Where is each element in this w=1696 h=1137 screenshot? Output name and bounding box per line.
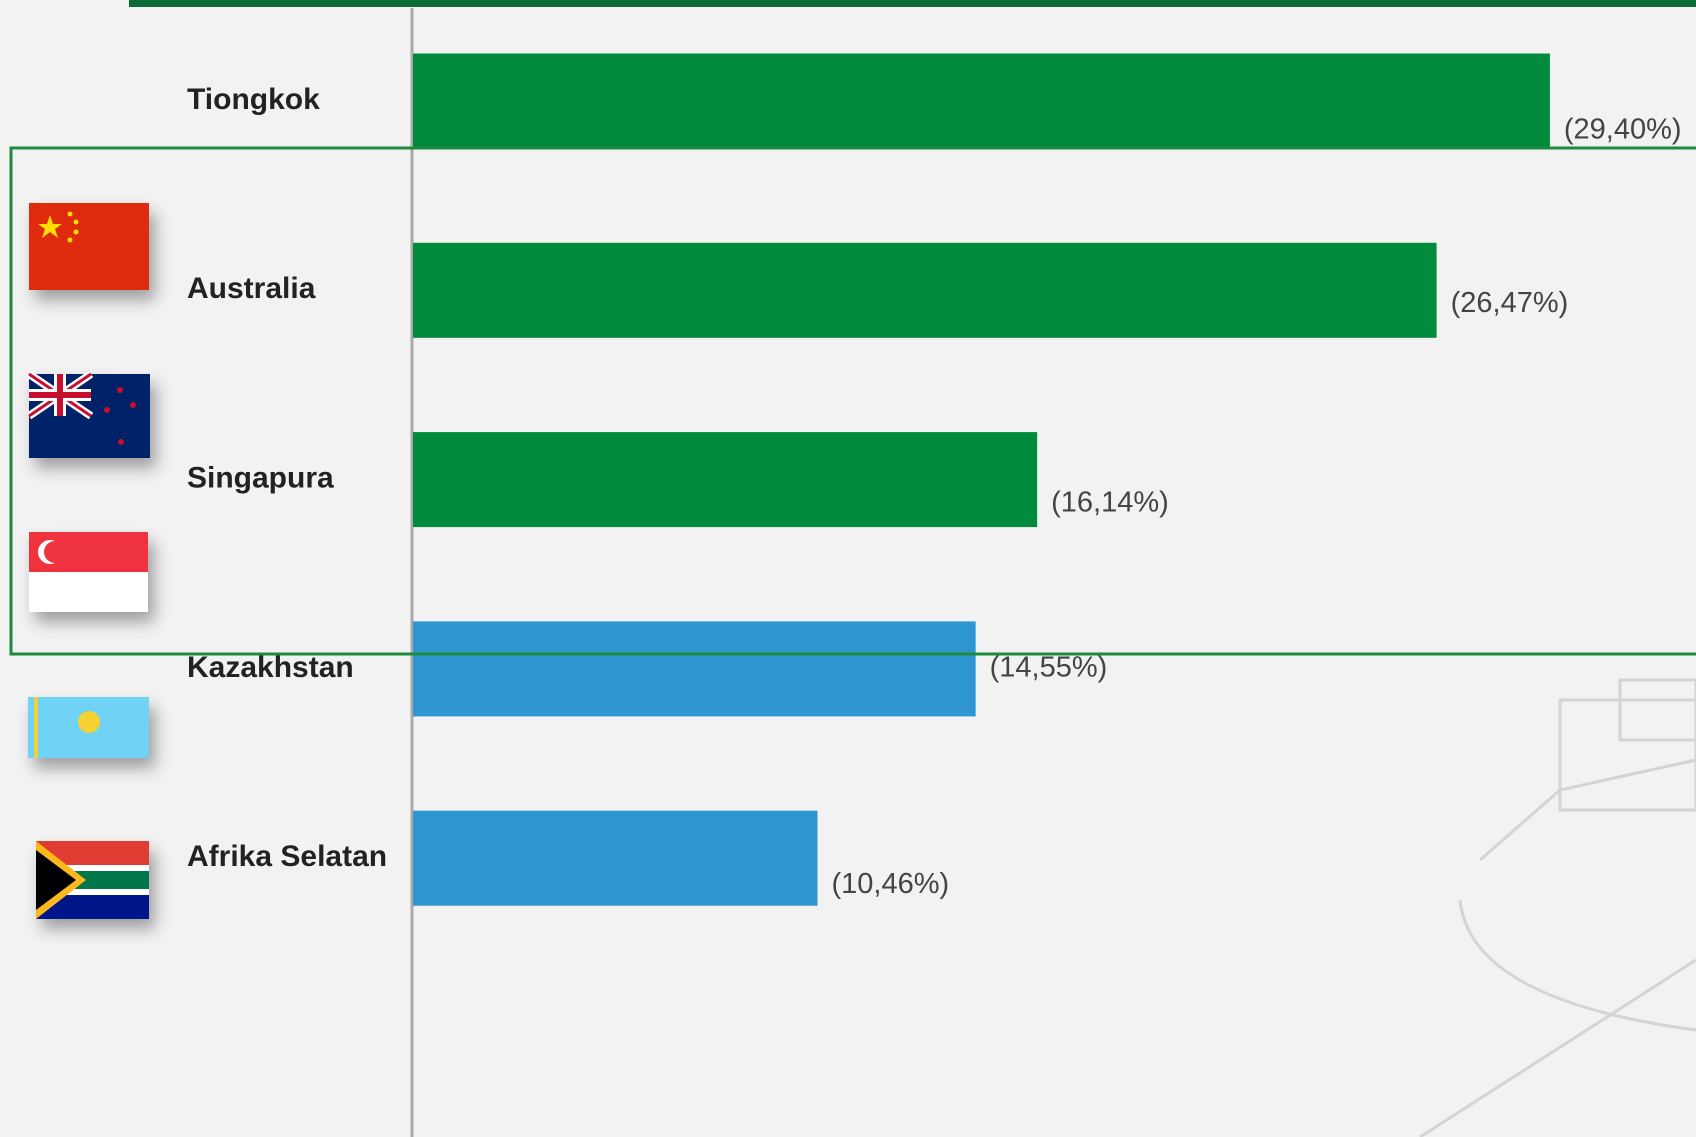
ship-illustration bbox=[1419, 678, 1696, 1137]
flag-new-zealand bbox=[26, 370, 150, 458]
highlight-box bbox=[9, 146, 1696, 656]
category-label: Kazakhstan bbox=[187, 651, 354, 684]
bar bbox=[413, 53, 1550, 149]
value-label: (16,14%) bbox=[1051, 486, 1169, 518]
category-label: Singapura bbox=[187, 462, 334, 495]
value-label: (29,40%) bbox=[1564, 114, 1682, 146]
bar bbox=[413, 242, 1437, 338]
value-label: (14,55%) bbox=[990, 652, 1108, 684]
category-label: Australia bbox=[187, 272, 316, 305]
bar bbox=[413, 432, 1038, 528]
flags bbox=[26, 203, 150, 919]
flag-china bbox=[29, 203, 149, 290]
flag-singapore bbox=[29, 532, 148, 612]
flag-kazakhstan bbox=[28, 697, 149, 758]
value-label: (10,46%) bbox=[831, 868, 949, 900]
bar bbox=[413, 810, 818, 906]
value-label: (26,47%) bbox=[1451, 287, 1569, 319]
flag-south-africa bbox=[36, 841, 149, 919]
top-bar bbox=[129, 0, 1696, 7]
category-label: Tiongkok bbox=[187, 83, 320, 116]
bars: Tiongkok (29,40%) Australia (26,47%) Singapu… bbox=[187, 53, 1682, 906]
bar bbox=[413, 621, 976, 717]
category-label: Afrika Selatan bbox=[187, 840, 387, 873]
